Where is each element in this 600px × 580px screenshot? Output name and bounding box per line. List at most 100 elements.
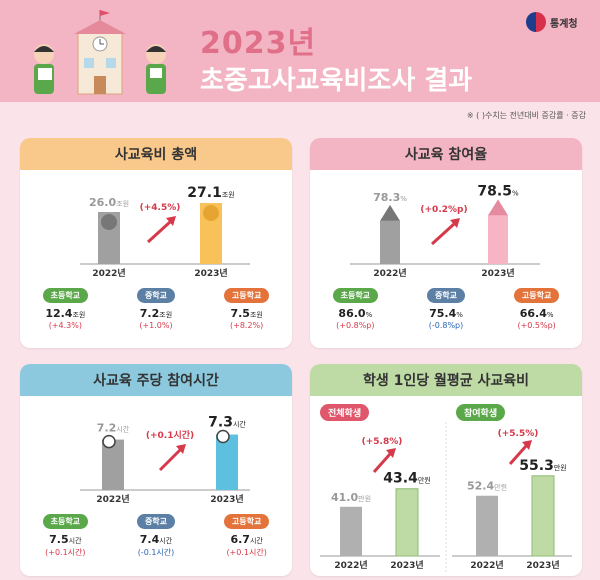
chart-monthly: 41.0만원 43.4만원 52.4만원 55.3만원 (+5.8%) (+5.… [320, 422, 572, 572]
value-2022: 78.3% [373, 191, 407, 204]
breakdown-change: (+4.3%) [48, 321, 82, 330]
pencil-tip-icon-2022 [380, 204, 400, 221]
card-title: 학생 1인당 월평균 사교육비 [310, 364, 582, 396]
breakdown-row: 초등학교 12.4조원 (+4.3%) 중학교 7.2조원 (+1.0%) 고등… [20, 288, 292, 330]
chart-total: 26.0조원 27.1조원 (+4.5%) 2022년 2023년 [80, 185, 250, 279]
school-illustration [34, 10, 166, 95]
pill-middle: 중학교 [136, 514, 176, 529]
breakdown-value: 7.5시간 [49, 533, 82, 546]
card-total-expenditure: 사교육비 총액 26.0조원 27.1조원 (+4.5%) 2022년 2023… [20, 138, 292, 348]
pill-elementary: 초등학교 [332, 288, 379, 303]
change-note: ※ ( )수치는 전년대비 증감률 · 증감 [466, 111, 586, 120]
taeguk-icon [526, 12, 546, 32]
series-label-all: 전체학생 [320, 404, 370, 421]
arrow-head-icon [522, 440, 532, 450]
breakdown-change: (+0.1시간) [226, 548, 267, 557]
series-label-participants: 참여학생 [456, 404, 506, 421]
category-participants-2022: 2022년 [470, 559, 503, 571]
breakdown-value: 12.4조원 [45, 307, 86, 320]
breakdown-value: 7.2조원 [139, 307, 173, 320]
arrow-head-icon [450, 218, 460, 228]
breakdown-middle: 중학교 7.4시간 (-0.1시간) [116, 514, 196, 558]
chart-hours: 7.2시간 7.3시간 (+0.1시간) 2022년 2023년 [80, 415, 250, 505]
category-2023: 2023년 [210, 493, 243, 505]
breakdown-middle: 중학교 75.4% (-0.8%p) [406, 288, 486, 330]
breakdown-value: 86.0% [338, 307, 373, 320]
arrow-head-icon [176, 444, 186, 454]
bar-all-2023 [395, 488, 419, 557]
change-label-participants: (+5.5%) [498, 429, 539, 439]
title-year: 2023년 [200, 26, 317, 61]
category-2022: 2022년 [96, 493, 129, 505]
value-participants-2023: 55.3만원 [519, 458, 566, 474]
category-participants-2023: 2023년 [526, 559, 559, 571]
value-2022: 26.0조원 [89, 196, 129, 209]
up-arrow-icon [372, 453, 392, 473]
clock-icon-2023 [216, 429, 230, 444]
won-coin-icon-2023 [203, 205, 219, 222]
value-2023: 27.1조원 [187, 185, 234, 201]
pencil-bar-2022 [380, 220, 400, 264]
agency-name: 통계청 [550, 18, 578, 30]
change-label: (+0.2%p) [420, 205, 467, 215]
value-2023: 78.5% [477, 183, 519, 199]
breakdown-change: (+1.0%) [139, 321, 173, 330]
breakdown-high: 고등학교 66.4% (+0.5%p) [497, 288, 577, 330]
category-all-2022: 2022년 [334, 559, 367, 571]
value-participants-2022: 52.4만원 [467, 480, 507, 493]
up-arrow-icon [146, 220, 172, 244]
breakdown-change: (+0.5%p) [517, 321, 556, 330]
value-all-2022: 41.0만원 [331, 491, 371, 504]
card-monthly-per-student: 학생 1인당 월평균 사교육비 전체학생 참여학생 41.0만원 43.4만원 … [310, 364, 582, 576]
pencil-tip-icon-2023 [488, 199, 508, 216]
breakdown-elementary: 초등학교 86.0% (+0.8%p) [315, 288, 395, 330]
card-participation-rate: 사교육 참여율 78.3% 78.5% (+0.2%p) 2022년 2023년… [310, 138, 582, 348]
pencil-bar-2023 [488, 215, 508, 264]
card-title: 사교육 주당 참여시간 [20, 364, 292, 396]
pill-high: 고등학교 [513, 288, 560, 303]
clock-icon-2022 [102, 434, 116, 449]
card-title: 사교육 참여율 [310, 138, 582, 170]
change-label: (+4.5%) [140, 203, 181, 213]
change-label-all: (+5.8%) [362, 437, 403, 447]
bar-2023 [216, 434, 238, 490]
breakdown-change: (+0.1시간) [45, 548, 86, 557]
arrow-head-icon [386, 448, 396, 458]
value-2022: 7.2시간 [97, 422, 130, 435]
pill-high: 고등학교 [223, 514, 270, 529]
up-arrow-icon [158, 448, 182, 472]
breakdown-row: 초등학교 7.5시간 (+0.1시간) 중학교 7.4시간 (-0.1시간) 고… [20, 514, 292, 558]
category-2023: 2023년 [481, 267, 514, 279]
up-arrow-icon [508, 445, 528, 465]
breakdown-change: (+0.8%p) [336, 321, 375, 330]
breakdown-row: 초등학교 86.0% (+0.8%p) 중학교 75.4% (-0.8%p) 고… [310, 288, 582, 330]
value-all-2023: 43.4만원 [383, 471, 430, 487]
breakdown-value: 66.4% [519, 307, 554, 320]
change-label: (+0.1시간) [146, 429, 194, 441]
card-weekly-hours: 사교육 주당 참여시간 7.2시간 7.3시간 (+0.1시간) 2022년 2… [20, 364, 292, 576]
card-title: 사교육비 총액 [20, 138, 292, 170]
header-banner: 2023년 초중고사교육비조사 결과 통계청 [0, 0, 600, 102]
breakdown-value: 7.4시간 [139, 533, 173, 546]
breakdown-high: 고등학교 7.5조원 (+8.2%) [207, 288, 287, 330]
chart-participation: 78.3% 78.5% (+0.2%p) 2022년 2023년 [350, 183, 540, 279]
breakdown-change: (-0.8%p) [428, 321, 464, 330]
breakdown-change: (-0.1시간) [137, 548, 175, 557]
breakdown-value: 6.7시간 [230, 533, 263, 546]
breakdown-value: 7.5조원 [230, 307, 263, 320]
pill-middle: 중학교 [136, 288, 176, 303]
breakdown-elementary: 초등학교 12.4조원 (+4.3%) [25, 288, 105, 330]
breakdown-value: 75.4% [429, 307, 463, 320]
category-all-2023: 2023년 [390, 559, 423, 571]
won-coin-icon-2022 [101, 214, 117, 230]
category-2023: 2023년 [194, 267, 227, 279]
pill-high: 고등학교 [223, 288, 270, 303]
title-main: 초중고사교육비조사 결과 [200, 66, 473, 96]
category-2022: 2022년 [373, 267, 406, 279]
arrow-head-icon [166, 216, 176, 226]
category-2022: 2022년 [92, 267, 125, 279]
bar-all-2022 [340, 506, 362, 556]
bar-participants-2023 [531, 475, 555, 557]
bar-2022 [102, 439, 124, 490]
agency-logo: 통계청 [526, 12, 578, 32]
